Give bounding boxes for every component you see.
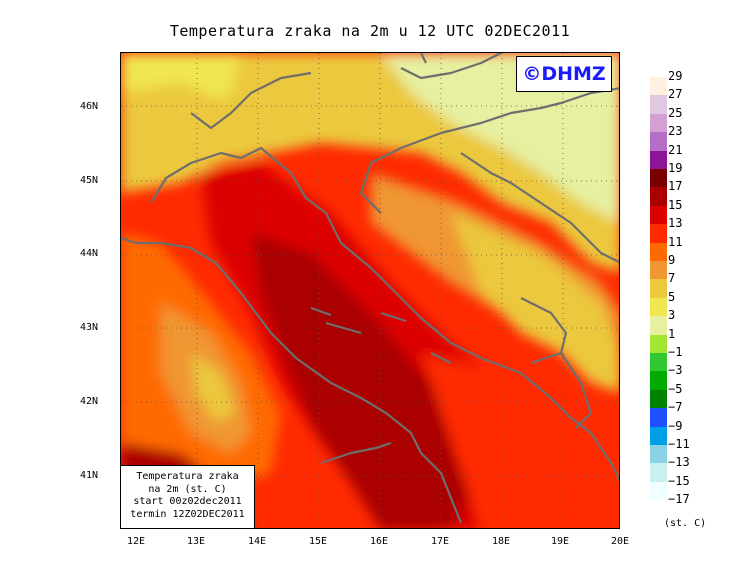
- legend-swatch: [650, 445, 667, 464]
- legend-label: −7: [668, 400, 683, 415]
- legend-swatch: [650, 353, 667, 372]
- lon-label: 12E: [126, 536, 146, 547]
- graticule: [121, 53, 619, 528]
- legend-label: 23: [668, 124, 683, 139]
- legend-label: 25: [668, 105, 683, 120]
- lat-label: 44N: [80, 248, 99, 259]
- field-alps-warm: [121, 83, 251, 173]
- legend-label: 5: [668, 289, 676, 304]
- lon-label: 14E: [247, 536, 267, 547]
- lon-label: 18E: [491, 536, 511, 547]
- dhmz-logo: ©DHMZ: [516, 56, 612, 92]
- legend-unit: (st. C): [664, 518, 707, 529]
- coastlines: [121, 53, 619, 524]
- field-north-cold: [381, 53, 619, 222]
- lon-label: 16E: [369, 536, 389, 547]
- legend-label: 9: [668, 253, 676, 267]
- legend-label: 13: [668, 216, 683, 231]
- legend-label: 29: [668, 69, 683, 83]
- legend-label: −13: [668, 455, 690, 470]
- legend-swatch: [650, 316, 667, 335]
- legend-label: −17: [668, 492, 690, 507]
- info-line-2: na 2m (st. C): [148, 483, 227, 495]
- lon-label: 17E: [430, 536, 450, 547]
- legend-label: −9: [668, 418, 683, 433]
- info-line-3: start 00z02dec2011: [133, 496, 242, 507]
- lat-label: 42N: [80, 396, 99, 407]
- legend-swatch: [650, 169, 667, 188]
- field-balkan-cool: [451, 213, 619, 393]
- legend-swatch: [650, 242, 667, 261]
- map-title: Temperatura zraka na 2m u 12 UTC 02DEC20…: [169, 22, 571, 40]
- legend-label: 15: [668, 197, 683, 212]
- lon-label: 15E: [308, 536, 328, 547]
- map-info-box: Temperatura zraka na 2m (st. C) start 00…: [120, 465, 255, 529]
- legend-swatch: [650, 224, 667, 243]
- legend-swatch: [650, 187, 667, 206]
- legend-swatch: [650, 297, 667, 317]
- legend-swatch: [650, 95, 667, 114]
- legend-swatch: [650, 113, 667, 133]
- lon-label: 20E: [610, 536, 630, 547]
- legend-swatch: [650, 205, 667, 225]
- legend-label: −15: [668, 473, 690, 488]
- legend-swatch: [650, 389, 667, 409]
- map-canvas: [121, 53, 619, 528]
- legend-swatch: [650, 132, 667, 151]
- legend-swatch: [650, 408, 667, 427]
- lat-label: 41N: [80, 470, 99, 481]
- lon-label: 19E: [550, 536, 570, 547]
- legend-swatch: [650, 426, 667, 445]
- legend-label: −3: [668, 363, 683, 378]
- legend-label: 27: [668, 87, 683, 102]
- legend-label: −11: [668, 437, 690, 451]
- legend-swatch: [650, 150, 667, 169]
- legend-swatch: [650, 77, 667, 96]
- legend-swatch: [650, 279, 667, 298]
- legend-label: 21: [668, 142, 683, 157]
- legend-swatch: [650, 463, 667, 482]
- info-line-4: termin 12Z02DEC2011: [130, 508, 245, 520]
- info-line-1: Temperatura zraka: [136, 471, 239, 482]
- lat-label: 45N: [80, 175, 99, 186]
- legend-label: 11: [668, 234, 683, 249]
- legend-label: 17: [668, 179, 683, 194]
- lat-label: 46N: [80, 101, 99, 112]
- legend-swatch: [650, 481, 667, 501]
- legend-label: 1: [668, 326, 676, 341]
- legend-label: −1: [668, 345, 683, 359]
- field-italy-yellow: [191, 353, 236, 423]
- legend-label: 19: [668, 161, 683, 175]
- legend-label: 7: [668, 271, 676, 286]
- field-south-red: [421, 353, 619, 528]
- legend-swatch: [650, 261, 667, 280]
- temperature-map: [120, 52, 620, 529]
- legend-swatch: [650, 334, 667, 353]
- legend-label: 3: [668, 308, 676, 323]
- legend-label: −5: [668, 381, 683, 396]
- lat-label: 43N: [80, 322, 99, 333]
- legend-swatch: [650, 371, 667, 390]
- lon-label: 13E: [186, 536, 206, 547]
